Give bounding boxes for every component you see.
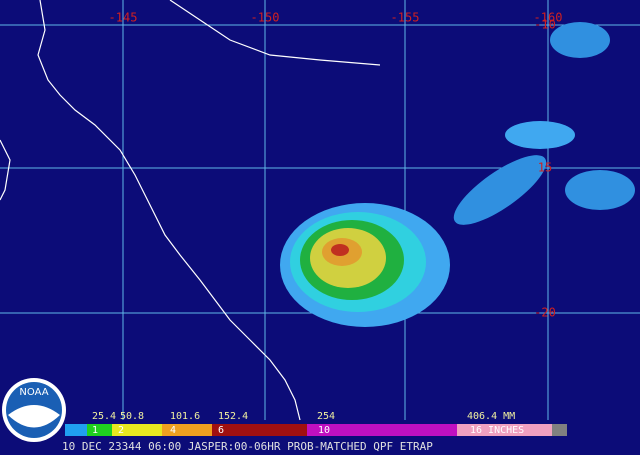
mm-label: 50.8 bbox=[120, 411, 144, 422]
color-bar bbox=[65, 424, 567, 436]
lat-label: -20 bbox=[534, 306, 556, 320]
logo-text: NOAA bbox=[19, 387, 48, 398]
lon-label: -160 bbox=[534, 11, 563, 25]
lat-label: 15 bbox=[538, 161, 552, 175]
inch-label: 1 bbox=[92, 425, 98, 436]
rain-area bbox=[280, 22, 635, 327]
mm-label: 406.4 MM bbox=[467, 411, 515, 422]
mm-label: 254 bbox=[317, 411, 335, 422]
mm-label: 101.6 bbox=[170, 411, 200, 422]
inch-label: 6 bbox=[218, 425, 224, 436]
inch-label: 4 bbox=[170, 425, 176, 436]
lon-label: -145 bbox=[109, 11, 138, 25]
footer: 10 DEC 23344 06:00 JASPER:00-06HR PROB-M… bbox=[62, 440, 433, 453]
lon-label: -155 bbox=[391, 11, 420, 25]
lon-label: -150 bbox=[251, 11, 280, 25]
noaa-logo: NOAA bbox=[2, 378, 66, 442]
coastline bbox=[0, 0, 381, 421]
inch-label: 10 bbox=[318, 425, 330, 436]
mm-label: 152.4 bbox=[218, 411, 248, 422]
lat-label: -10 bbox=[534, 18, 556, 32]
inch-label: 16 INCHES bbox=[470, 425, 524, 436]
inch-label: 2 bbox=[118, 425, 124, 436]
mm-label: 25.4 bbox=[92, 411, 116, 422]
